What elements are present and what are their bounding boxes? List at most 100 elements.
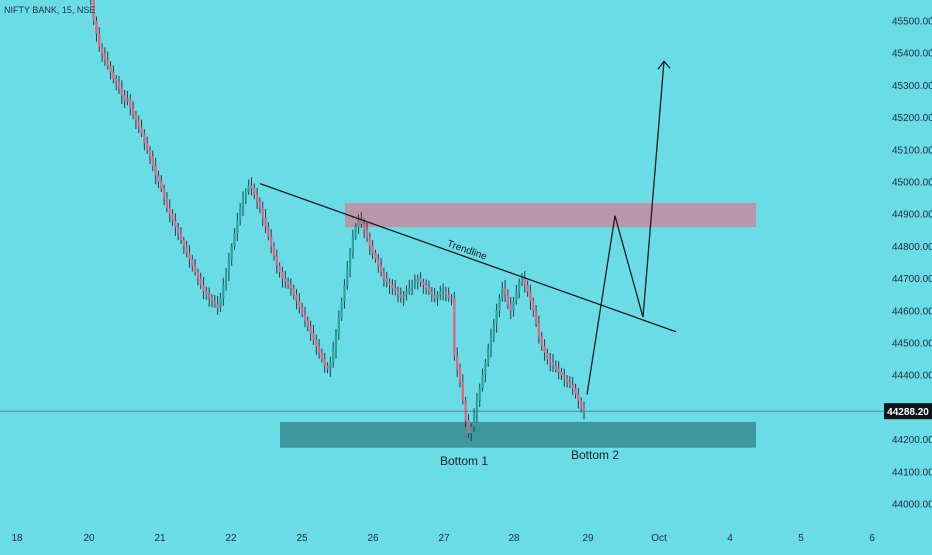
- candle-body: [165, 198, 169, 208]
- symbol-label: NIFTY BANK, 15, NSE: [4, 5, 95, 15]
- candle-body: [191, 259, 194, 266]
- candle-body: [368, 236, 371, 247]
- candle-body: [230, 246, 233, 260]
- candle-body: [98, 33, 101, 47]
- x-tick-label: 21: [154, 533, 166, 544]
- candle-body: [177, 227, 180, 234]
- candle-body: [281, 272, 284, 279]
- candle-body: [532, 301, 535, 311]
- candle-body: [250, 185, 253, 189]
- arrow-head-icon: [657, 60, 671, 70]
- candle-body: [377, 259, 380, 266]
- candle-body: [419, 278, 422, 282]
- candle-body: [109, 66, 112, 73]
- y-tick-label: 44500.00: [892, 339, 932, 350]
- candle-body: [405, 291, 408, 295]
- candle-body: [216, 304, 219, 308]
- candle-body: [244, 191, 247, 199]
- candle-body: [303, 314, 307, 321]
- candle-body: [348, 252, 352, 269]
- candle-body: [267, 227, 270, 237]
- current-price-label: 44288.20: [887, 407, 929, 418]
- candle-body: [351, 236, 355, 253]
- candle-body: [388, 281, 391, 286]
- candle-body: [179, 233, 183, 240]
- candle-body: [148, 149, 152, 157]
- candle-body: [554, 365, 557, 369]
- candle-body: [582, 407, 586, 411]
- candle-body: [470, 426, 473, 434]
- y-tick-label: 44700.00: [892, 274, 932, 285]
- candle-body: [213, 301, 216, 305]
- candle-body: [518, 281, 521, 292]
- candle-body: [354, 227, 357, 237]
- candle-body: [115, 78, 118, 83]
- candle-body: [571, 384, 574, 389]
- candle-body: [509, 304, 512, 311]
- y-tick-label: 45200.00: [892, 113, 932, 124]
- candle-body: [557, 368, 560, 372]
- y-tick-label: 45500.00: [892, 17, 932, 28]
- candle-body: [227, 259, 231, 273]
- candle-body: [523, 278, 526, 286]
- candle-body: [255, 194, 259, 202]
- candle-body: [315, 339, 318, 347]
- x-tick-label: 26: [367, 533, 379, 544]
- trendline[interactable]: [259, 182, 677, 333]
- y-tick-label: 44600.00: [892, 306, 932, 317]
- candle-body: [210, 297, 214, 302]
- candle-body: [512, 301, 515, 311]
- candle-body: [441, 291, 445, 293]
- candle-body: [92, 0, 95, 22]
- candle-body: [430, 291, 433, 295]
- candle-body: [219, 297, 222, 308]
- candle-body: [543, 346, 546, 353]
- candle-body: [396, 291, 400, 295]
- candle-body: [492, 323, 495, 337]
- candle-body: [239, 207, 242, 221]
- candle-body: [408, 288, 411, 292]
- candle-body: [551, 362, 555, 366]
- candle-body: [484, 362, 487, 376]
- y-tick-label: 44400.00: [892, 371, 932, 382]
- candle-body: [433, 294, 436, 298]
- candle-body: [526, 285, 529, 292]
- candle-body: [137, 120, 140, 128]
- candle-body: [275, 256, 278, 266]
- candle-body: [196, 272, 200, 279]
- resistance-zone: [345, 202, 756, 228]
- projection-path[interactable]: [586, 61, 665, 395]
- candle-body: [301, 307, 304, 315]
- candle-body: [410, 285, 414, 289]
- candle-body: [188, 252, 191, 260]
- candle-body: [131, 107, 135, 115]
- candle-body: [157, 175, 160, 182]
- candle-body: [340, 301, 343, 318]
- candle-body: [427, 288, 431, 292]
- candle-body: [168, 207, 171, 215]
- candle-body: [317, 346, 321, 353]
- candle-body: [154, 165, 157, 176]
- candle-body: [565, 378, 569, 382]
- candle-body: [394, 288, 397, 292]
- x-tick-label: 22: [225, 533, 237, 544]
- candle-body: [320, 352, 324, 360]
- candle-body: [253, 188, 256, 195]
- candle-body: [363, 223, 366, 231]
- candles-layer: [90, 0, 586, 441]
- candle-body: [461, 381, 464, 401]
- x-tick-label: 5: [798, 533, 804, 544]
- candle-body: [199, 278, 202, 286]
- candle-body: [487, 349, 490, 363]
- candle-body: [534, 310, 538, 324]
- candle-body: [391, 285, 394, 289]
- candle-body: [506, 294, 510, 305]
- candle-body: [151, 156, 154, 166]
- candle-body: [458, 368, 462, 382]
- x-tick-label: 27: [438, 533, 450, 544]
- candle-body: [382, 272, 386, 279]
- y-tick-label: 44800.00: [892, 242, 932, 253]
